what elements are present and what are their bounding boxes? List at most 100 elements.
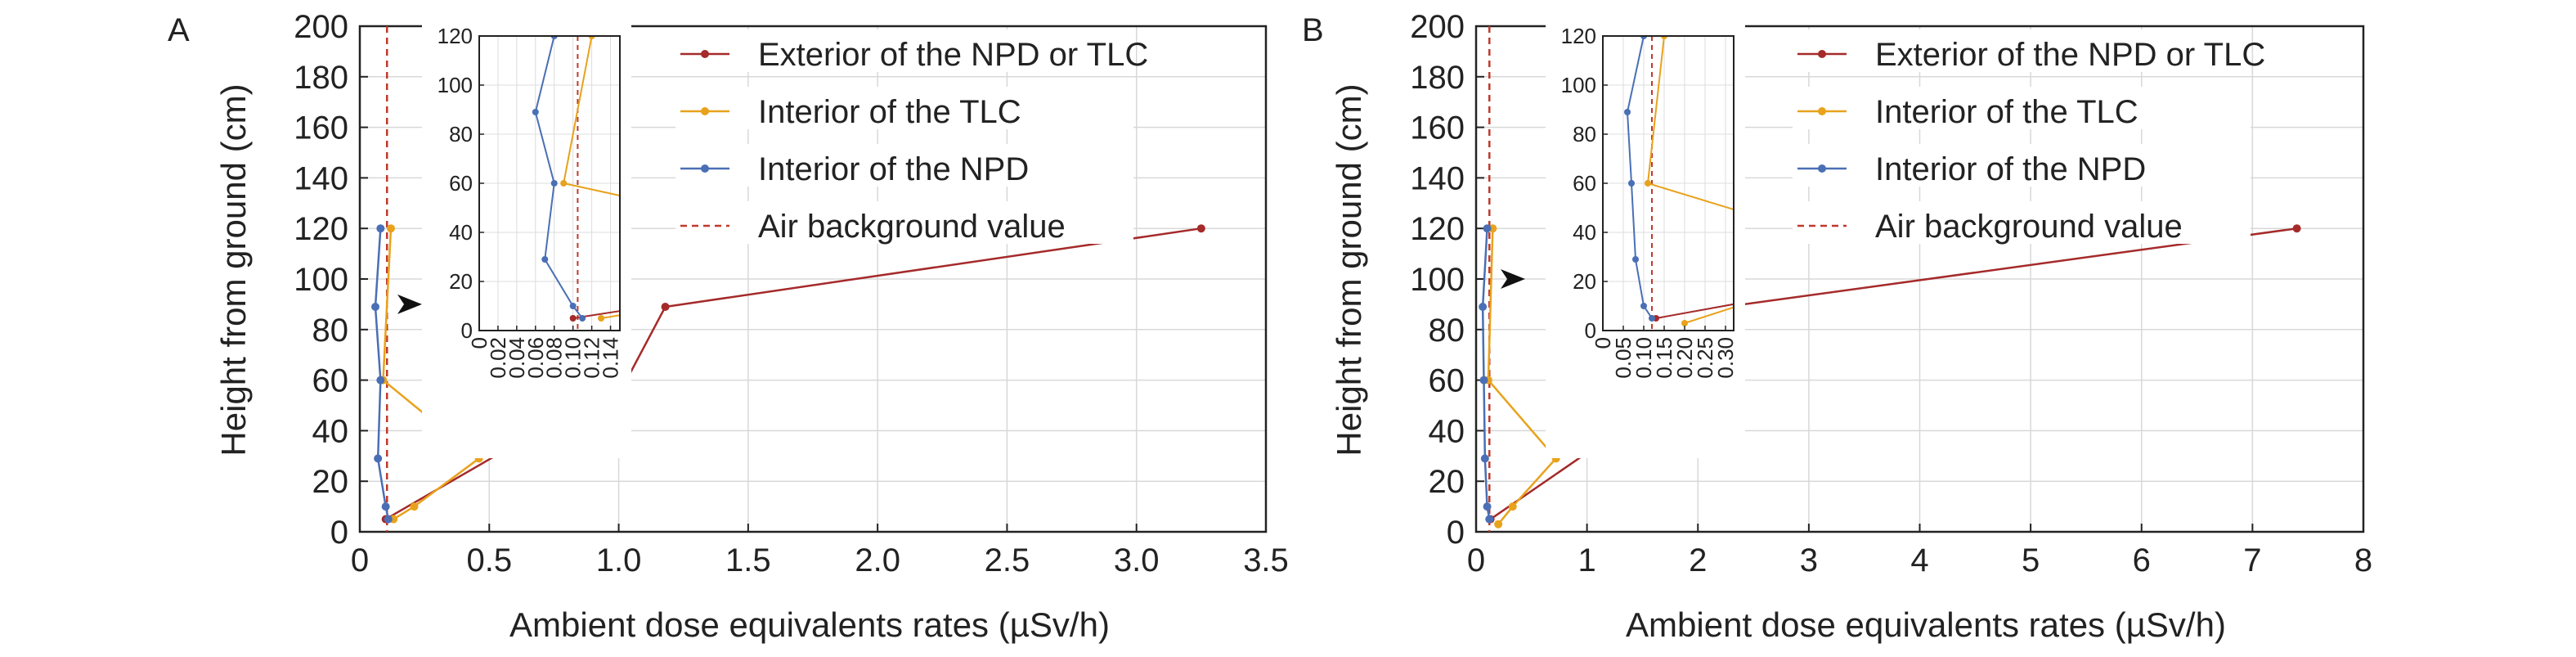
x-tick-label: 2.5 [985, 542, 1030, 578]
series-1-point [386, 224, 395, 233]
inset-y-tick-label: 40 [449, 220, 473, 245]
inset-y-tick-label: 120 [1561, 24, 1596, 48]
inset-series-line-1 [563, 36, 620, 319]
x-tick-label: 3 [1800, 542, 1818, 578]
inset-series-0-point [2520, 109, 2526, 115]
y-tick-label: 140 [1410, 160, 1465, 196]
inset-x-tick-label: 0 [1591, 337, 1615, 349]
legend-bg [1793, 201, 2251, 244]
inset-x-tick-label: 0.12 [580, 337, 604, 379]
y-tick-label: 120 [1410, 211, 1465, 247]
series-1-point [410, 502, 419, 511]
x-tick-label: 8 [2354, 542, 2372, 578]
series-2-point [376, 224, 385, 233]
inset-series-2-point [532, 109, 539, 115]
inset-series-2-point [1624, 109, 1631, 115]
y-axis-label: Height from ground (cm) [1330, 83, 1368, 456]
inset-y-tick-label: 20 [449, 269, 473, 294]
legend: Exterior of the NPD or TLC Interior of th… [1793, 29, 2265, 245]
inset-background [1546, 25, 1745, 458]
legend-swatch-marker [701, 50, 709, 58]
x-axis-label: Ambient dose equivalents rates (µSv/h) [509, 605, 1110, 644]
series-1-point [1508, 502, 1517, 511]
inset-y-tick-label: 100 [1561, 73, 1596, 97]
legend-swatch-marker [1818, 50, 1826, 58]
x-tick-label: 3.5 [1243, 542, 1289, 578]
x-tick-label: 1 [1578, 542, 1596, 578]
inset-y-tick-label: 120 [438, 24, 473, 48]
inset-series-2-point [569, 303, 577, 309]
inset-series-0-point [569, 315, 577, 322]
inset-series-1-point [1645, 180, 1651, 187]
inset-x-tick-label: 0.10 [1631, 337, 1656, 379]
inset-x-tick-label: 0.04 [505, 337, 529, 379]
y-tick-label: 0 [1447, 515, 1465, 551]
panel-label: B [1302, 12, 1324, 48]
arrow-marker [397, 294, 422, 314]
chart-panel-b: B0 1 2 3 4 5 6 7 8020406080100120140160180200Amb… [1302, 9, 2526, 644]
y-tick-label: 200 [1410, 9, 1465, 45]
inset-chart: 02040608010012000.020.040.060.080.100.12… [422, 24, 913, 458]
x-axis-label: Ambient dose equivalents rates (µSv/h) [1626, 605, 2226, 644]
inset-x-tick-label: 0.02 [486, 337, 510, 379]
x-tick-label: 0 [351, 542, 369, 578]
y-tick-label: 160 [294, 110, 348, 146]
inset-series-2-point [541, 256, 549, 263]
series-0-point [661, 302, 670, 311]
legend-label: Interior of the NPD [758, 151, 1029, 187]
inset-plot-area [532, 36, 913, 331]
inset-series-line-1 [1646, 36, 1734, 324]
series-2-point [384, 515, 393, 524]
series-0-point [2292, 224, 2301, 233]
legend-label: Exterior of the NPD or TLC [1875, 37, 2265, 73]
inset-series-2-point [1640, 303, 1647, 309]
x-tick-label: 1.5 [725, 542, 771, 578]
y-tick-label: 60 [312, 363, 349, 399]
arrow-marker [1501, 269, 1525, 289]
y-tick-label: 80 [312, 313, 349, 349]
inset-x-tick-label: 0.06 [523, 337, 548, 379]
inset-series-1-point [907, 256, 913, 263]
legend-label: Interior of the TLC [758, 94, 1021, 130]
series-2-point [1480, 454, 1489, 463]
x-tick-label: 0 [1467, 542, 1485, 578]
inset-y-tick-label: 80 [1573, 122, 1596, 146]
series-2-point [1485, 515, 1494, 524]
legend-bg [675, 144, 1133, 187]
legend-bg [675, 87, 1133, 129]
inset-y-tick-label: 40 [1573, 220, 1596, 245]
y-tick-label: 40 [312, 413, 349, 449]
series-2-point [1479, 302, 1488, 311]
legend: Exterior of the NPD or TLC Interior of th… [675, 29, 1148, 245]
legend-bg [1793, 144, 2251, 187]
legend-label: Air background value [1875, 209, 2183, 245]
series-0-point [1196, 224, 1205, 233]
y-tick-label: 180 [294, 60, 348, 96]
y-tick-label: 80 [1429, 313, 1465, 349]
inset-y-tick-label: 20 [1573, 269, 1596, 294]
legend-label: Interior of the NPD [1875, 151, 2146, 187]
inset-series-2-point [1632, 256, 1639, 263]
series-2-point [374, 454, 383, 463]
y-tick-label: 120 [294, 211, 348, 247]
legend-label: Interior of the TLC [1875, 94, 2138, 130]
x-tick-label: 6 [2133, 542, 2151, 578]
x-tick-label: 0.5 [466, 542, 512, 578]
inset-x-tick-label: 0.20 [1672, 337, 1697, 379]
inset-y-tick-label: 60 [1573, 171, 1596, 196]
inset-x-tick-label: 0.08 [542, 337, 567, 379]
inset-series-1-point [560, 180, 568, 187]
inset-x-tick-label: 0.10 [561, 337, 586, 379]
y-tick-label: 200 [294, 9, 348, 45]
y-tick-label: 20 [312, 464, 349, 500]
chart-panel-a: A 0 0.5 1.0 1.5 2.0 2.5 3.0 3.5 0 20 40 60 80 100 120 14… [168, 9, 1289, 644]
inset-y-tick-label: 60 [449, 171, 473, 196]
y-tick-label: 180 [1410, 60, 1465, 96]
inset-x-tick-label: 0.15 [1652, 337, 1676, 379]
legend-bg [1793, 87, 2251, 129]
inset-series-2-point [579, 315, 586, 322]
x-tick-label: 5 [2022, 542, 2040, 578]
y-tick-label: 140 [294, 160, 348, 196]
